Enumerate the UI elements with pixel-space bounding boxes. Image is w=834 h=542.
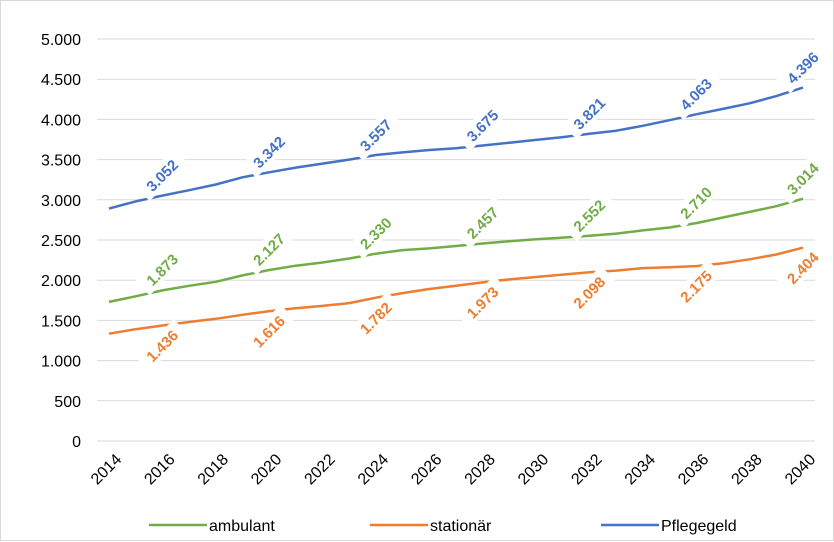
data-label-bg bbox=[455, 98, 509, 152]
data-label-bg bbox=[135, 148, 188, 202]
data-label-bg bbox=[669, 176, 722, 229]
data-label: 4.063 bbox=[669, 67, 722, 120]
x-tick-label: 2028 bbox=[462, 451, 499, 488]
x-tick-label: 2036 bbox=[675, 451, 712, 488]
data-label-bg bbox=[562, 86, 615, 140]
x-tick-label: 2032 bbox=[568, 451, 605, 488]
x-tick-label: 2016 bbox=[141, 451, 178, 488]
y-tick-label: 2.500 bbox=[41, 233, 81, 250]
data-label-bg bbox=[135, 319, 188, 372]
x-tick-label: 2018 bbox=[195, 451, 232, 488]
x-tick-label: 2040 bbox=[782, 451, 819, 488]
legend-label: stationär bbox=[430, 518, 492, 535]
data-label-bg bbox=[455, 275, 509, 329]
y-tick-label: 500 bbox=[54, 394, 81, 411]
y-tick-label: 3.500 bbox=[41, 153, 81, 170]
y-tick-label: 0 bbox=[72, 434, 81, 451]
y-tick-label: 4.000 bbox=[41, 112, 81, 129]
data-label-bg bbox=[669, 259, 722, 313]
y-axis-ticks: 0 500 1.000 1.500 2.000 2.500 3.000 3.500 4.000 4… bbox=[41, 32, 81, 451]
series-line-pflegegeld bbox=[108, 86, 804, 210]
data-label-bg bbox=[776, 152, 829, 205]
grid-lines bbox=[97, 38, 815, 442]
data-label-bg bbox=[242, 222, 295, 276]
data-label-bg bbox=[349, 291, 402, 344]
x-tick-label: 2038 bbox=[729, 451, 766, 488]
y-tick-label: 2.000 bbox=[41, 273, 81, 290]
data-label-bg bbox=[135, 243, 188, 296]
data-label-bg bbox=[669, 67, 722, 120]
x-tick-label: 2024 bbox=[355, 451, 392, 488]
x-tick-label: 2022 bbox=[302, 451, 339, 488]
legend: ambulant stationär Pflegegeld bbox=[149, 518, 737, 535]
data-label-bg bbox=[455, 196, 509, 249]
y-tick-label: 1.500 bbox=[41, 313, 81, 330]
x-tick-label: 2020 bbox=[248, 451, 285, 488]
data-label-bg bbox=[242, 125, 295, 178]
data-label-bg bbox=[242, 304, 295, 358]
legend-label: Pflegegeld bbox=[661, 518, 737, 535]
data-label-bg bbox=[776, 241, 829, 294]
x-tick-label: 2034 bbox=[622, 451, 659, 488]
data-label-bg bbox=[349, 108, 402, 161]
series-line-stationr bbox=[108, 246, 804, 335]
data-label-bg bbox=[562, 189, 615, 242]
x-tick-label: 2026 bbox=[408, 451, 445, 488]
x-axis-ticks: 2014 2016 2018 2020 2022 2024 2026 2028 2030 2032… bbox=[88, 451, 819, 488]
data-label-bg bbox=[562, 265, 615, 319]
y-tick-label: 4.500 bbox=[41, 72, 81, 89]
data-label-bg bbox=[776, 41, 829, 94]
data-label: 2.457 bbox=[455, 196, 509, 249]
data-label: 1.782 bbox=[349, 291, 402, 344]
legend-label: ambulant bbox=[209, 518, 275, 535]
y-tick-label: 1.000 bbox=[41, 354, 81, 371]
data-label-bg bbox=[349, 206, 402, 260]
y-tick-label: 3.000 bbox=[41, 193, 81, 210]
x-tick-label: 2030 bbox=[515, 451, 552, 488]
x-tick-label: 2014 bbox=[88, 451, 125, 488]
y-tick-label: 5.000 bbox=[41, 32, 81, 49]
data-label: 4.396 bbox=[776, 41, 829, 94]
